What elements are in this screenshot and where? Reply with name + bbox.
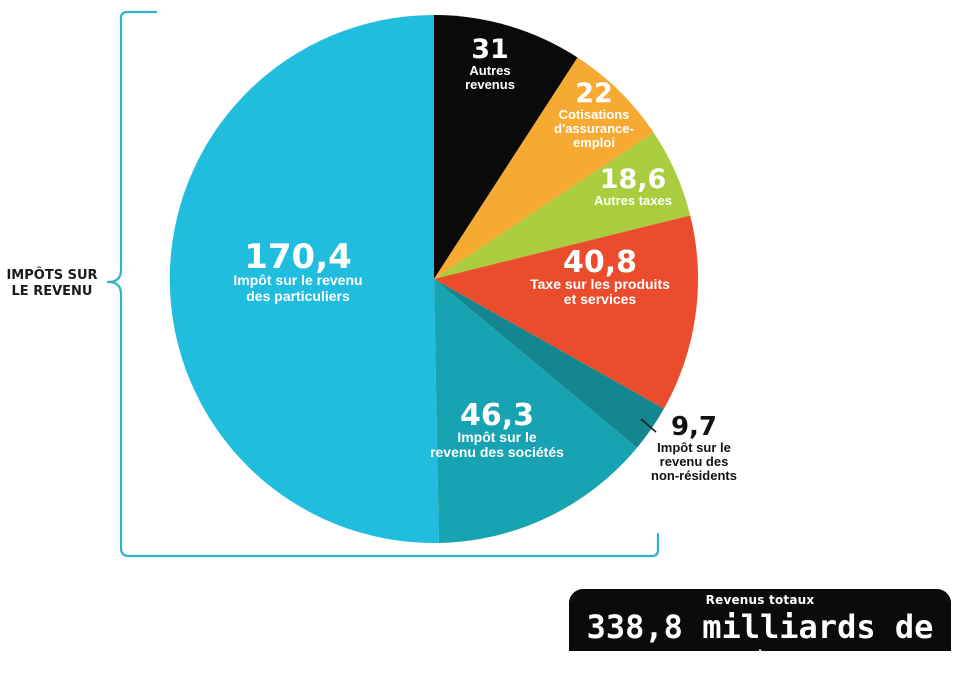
slice-category-label: revenu des sociétés [430,444,564,460]
slice-value-label: 9,7 [671,412,717,442]
slice-value-label: 40,8 [563,245,637,280]
slice-category-label: des particuliers [246,288,350,304]
slice-value-label: 46,3 [460,398,534,433]
slice-category-label: non-résidents [651,468,737,483]
slice-category-label: d'assurance- [554,121,634,136]
slice-value-label: 31 [471,34,509,65]
pie-slice [169,14,439,543]
slice-category-label: revenus [465,77,515,92]
pie-slices [169,14,699,543]
slice-value-label: 170,4 [244,237,352,277]
slice-value-label: 18,6 [600,164,667,195]
slice-category-label: Autres [469,63,510,78]
slice-category-label: et services [564,291,637,307]
slice-value-label: 22 [575,78,613,109]
income-tax-brace [106,10,660,558]
slice-category-label: Cotisations [559,107,630,122]
pie-slice [434,57,654,279]
group-label-line: IMPÔTS SUR [6,268,98,283]
pie-slice [434,15,578,279]
slice-category-label: Impôt sur le [457,429,537,445]
slice-category-label: revenu des [660,454,729,469]
pie-slice [434,215,699,409]
pie-slice [434,279,664,448]
slice-category-label: Impôt sur le revenu [233,272,362,288]
slice-category-label: emploi [573,135,615,150]
total-value: 338,8 milliards de $ [586,608,934,682]
pie-slice [434,132,691,279]
non-residents-leader-line [640,418,657,433]
total-caption: Revenus totaux [705,593,815,607]
pie-slice [434,279,637,543]
income-tax-group-label: IMPÔTS SUR LE REVENU [4,268,100,300]
group-label-line: LE REVENU [11,284,93,299]
slice-category-label: Autres taxes [594,193,672,208]
total-revenue-box: Revenus totaux 338,8 milliards de $ [569,589,951,681]
slice-category-label: Impôt sur le [657,440,731,455]
slice-category-label: Taxe sur les produits [530,276,670,292]
